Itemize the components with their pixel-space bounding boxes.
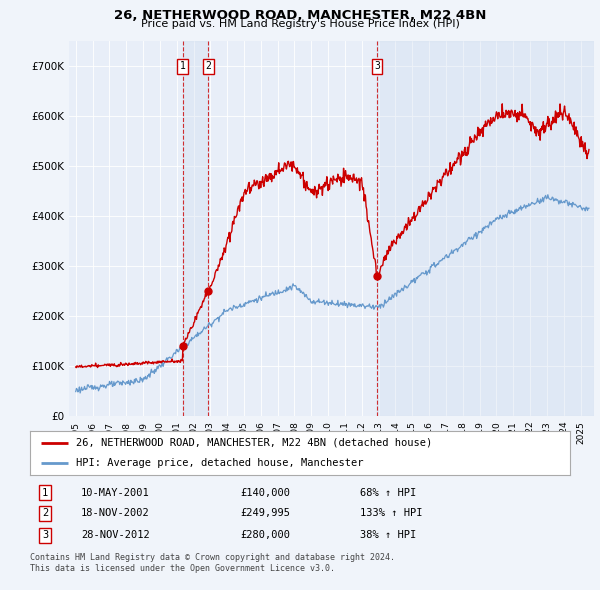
Text: £140,000: £140,000	[240, 488, 290, 497]
Text: 28-NOV-2012: 28-NOV-2012	[81, 530, 150, 540]
Text: 1: 1	[180, 61, 185, 71]
Text: £249,995: £249,995	[240, 509, 290, 518]
Text: 26, NETHERWOOD ROAD, MANCHESTER, M22 4BN: 26, NETHERWOOD ROAD, MANCHESTER, M22 4BN	[114, 9, 486, 22]
Text: £280,000: £280,000	[240, 530, 290, 540]
Text: Price paid vs. HM Land Registry's House Price Index (HPI): Price paid vs. HM Land Registry's House …	[140, 19, 460, 30]
Text: 3: 3	[374, 61, 380, 71]
Text: 2: 2	[205, 61, 211, 71]
Text: 18-NOV-2002: 18-NOV-2002	[81, 509, 150, 518]
Text: HPI: Average price, detached house, Manchester: HPI: Average price, detached house, Manc…	[76, 458, 364, 468]
Text: 3: 3	[42, 530, 48, 540]
Text: 1: 1	[42, 488, 48, 497]
Text: 26, NETHERWOOD ROAD, MANCHESTER, M22 4BN (detached house): 26, NETHERWOOD ROAD, MANCHESTER, M22 4BN…	[76, 438, 432, 448]
Text: Contains HM Land Registry data © Crown copyright and database right 2024.: Contains HM Land Registry data © Crown c…	[30, 553, 395, 562]
Text: 10-MAY-2001: 10-MAY-2001	[81, 488, 150, 497]
Text: This data is licensed under the Open Government Licence v3.0.: This data is licensed under the Open Gov…	[30, 565, 335, 573]
Bar	[183, 41, 208, 416]
Text: 2: 2	[42, 509, 48, 518]
Text: 38% ↑ HPI: 38% ↑ HPI	[360, 530, 416, 540]
Text: 68% ↑ HPI: 68% ↑ HPI	[360, 488, 416, 497]
Text: 133% ↑ HPI: 133% ↑ HPI	[360, 509, 422, 518]
Bar	[377, 41, 594, 416]
